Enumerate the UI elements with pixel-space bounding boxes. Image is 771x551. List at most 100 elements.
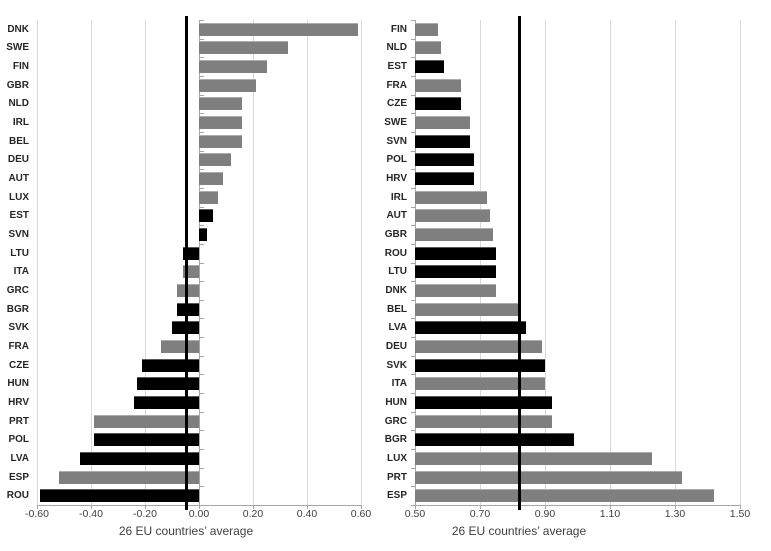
category-axis-line xyxy=(415,20,416,505)
category-axis-tick xyxy=(200,207,204,208)
country-label-fra: FRA xyxy=(386,80,407,91)
bar-bel xyxy=(415,303,519,316)
country-label-dnk: DNK xyxy=(385,285,407,296)
bar-bel xyxy=(199,135,243,148)
category-axis-tick xyxy=(200,449,204,450)
category-axis-tick xyxy=(200,225,204,226)
country-label-dnk: DNK xyxy=(7,24,29,35)
category-axis-tick xyxy=(411,356,415,357)
country-label-lva: LVA xyxy=(10,453,29,464)
average-reference-line xyxy=(518,16,521,510)
category-axis-tick xyxy=(200,244,204,245)
x-tick-label: -0.60 xyxy=(25,508,49,520)
country-label-irl: IRL xyxy=(12,117,29,128)
country-label-ita: ITA xyxy=(13,266,29,277)
category-axis-tick xyxy=(200,356,204,357)
x-tick-label: 0.60 xyxy=(350,508,372,520)
x-tick-label: 1.50 xyxy=(729,508,751,520)
category-axis-tick xyxy=(200,188,204,189)
bar-nld xyxy=(199,97,243,110)
country-label-cze: CZE xyxy=(9,360,29,371)
bar-hun xyxy=(136,377,199,390)
bar-gbr xyxy=(415,228,493,241)
bar-fra xyxy=(415,79,461,92)
category-axis-tick xyxy=(411,151,415,152)
bar-est xyxy=(199,209,213,222)
bar-bgr xyxy=(177,303,199,316)
category-axis-tick xyxy=(411,244,415,245)
value-axis-tick xyxy=(480,505,481,509)
bar-fin xyxy=(415,23,438,36)
category-axis-tick xyxy=(411,113,415,114)
bar-rou xyxy=(39,489,199,502)
x-tick-label: 0.20 xyxy=(242,508,264,520)
bar-lva xyxy=(80,452,199,465)
category-axis-tick xyxy=(200,337,204,338)
country-label-ltu: LTU xyxy=(388,266,407,277)
country-label-fin: FIN xyxy=(390,24,407,35)
bar-deu xyxy=(415,340,542,353)
category-axis-tick xyxy=(411,449,415,450)
country-label-aut: AUT xyxy=(386,210,407,221)
gridline xyxy=(675,20,676,505)
value-axis-line xyxy=(415,505,740,506)
x-tick-label: 0.90 xyxy=(534,508,556,520)
right-x-axis-title: 26 EU countries’ average xyxy=(451,524,587,538)
country-label-svn: SVN xyxy=(386,136,407,147)
country-label-grc: GRC xyxy=(384,416,407,427)
category-axis-tick xyxy=(411,337,415,338)
category-axis-tick xyxy=(200,468,204,469)
country-label-pol: POL xyxy=(8,434,29,445)
category-axis-tick xyxy=(200,486,204,487)
category-axis-tick xyxy=(200,95,204,96)
country-label-hun: HUN xyxy=(7,378,29,389)
gridline xyxy=(361,20,362,505)
gridline xyxy=(253,20,254,505)
country-label-gbr: GBR xyxy=(384,229,407,240)
country-label-grc: GRC xyxy=(6,285,29,296)
category-axis-tick xyxy=(200,20,204,21)
bar-est xyxy=(415,60,445,73)
bar-svn xyxy=(199,228,208,241)
country-label-swe: SWE xyxy=(384,117,407,128)
bar-gbr xyxy=(199,79,256,92)
bar-swe xyxy=(415,116,471,129)
value-axis-tick xyxy=(610,505,611,509)
category-axis-tick xyxy=(200,39,204,40)
bar-irl xyxy=(415,191,487,204)
bar-esp xyxy=(415,489,714,502)
category-axis-tick xyxy=(411,281,415,282)
bar-svn xyxy=(415,135,471,148)
bar-prt xyxy=(93,415,199,428)
category-axis-tick xyxy=(411,188,415,189)
category-axis-tick xyxy=(200,300,204,301)
gridline xyxy=(740,20,741,505)
category-axis-tick xyxy=(200,505,204,506)
category-axis-tick xyxy=(411,505,415,506)
value-axis-tick xyxy=(675,505,676,509)
category-axis-tick xyxy=(411,263,415,264)
country-label-fin: FIN xyxy=(12,61,29,72)
category-axis-tick xyxy=(200,393,204,394)
bar-pol xyxy=(93,433,199,446)
country-label-esp: ESP xyxy=(386,490,407,501)
country-label-deu: DEU xyxy=(385,341,407,352)
bar-bgr xyxy=(415,433,575,446)
gridline xyxy=(37,20,38,505)
country-label-ita: ITA xyxy=(391,378,407,389)
value-axis-tick xyxy=(307,505,308,509)
bar-irl xyxy=(199,116,243,129)
bar-aut xyxy=(415,209,490,222)
bar-pol xyxy=(415,153,474,166)
category-axis-tick xyxy=(411,486,415,487)
bar-ltu xyxy=(415,265,497,278)
x-tick-label: -0.40 xyxy=(79,508,103,520)
country-label-aut: AUT xyxy=(8,173,29,184)
country-label-nld: NLD xyxy=(386,42,407,53)
category-axis-tick xyxy=(411,76,415,77)
bar-aut xyxy=(199,172,224,185)
category-axis-tick xyxy=(411,468,415,469)
bar-grc xyxy=(415,415,552,428)
